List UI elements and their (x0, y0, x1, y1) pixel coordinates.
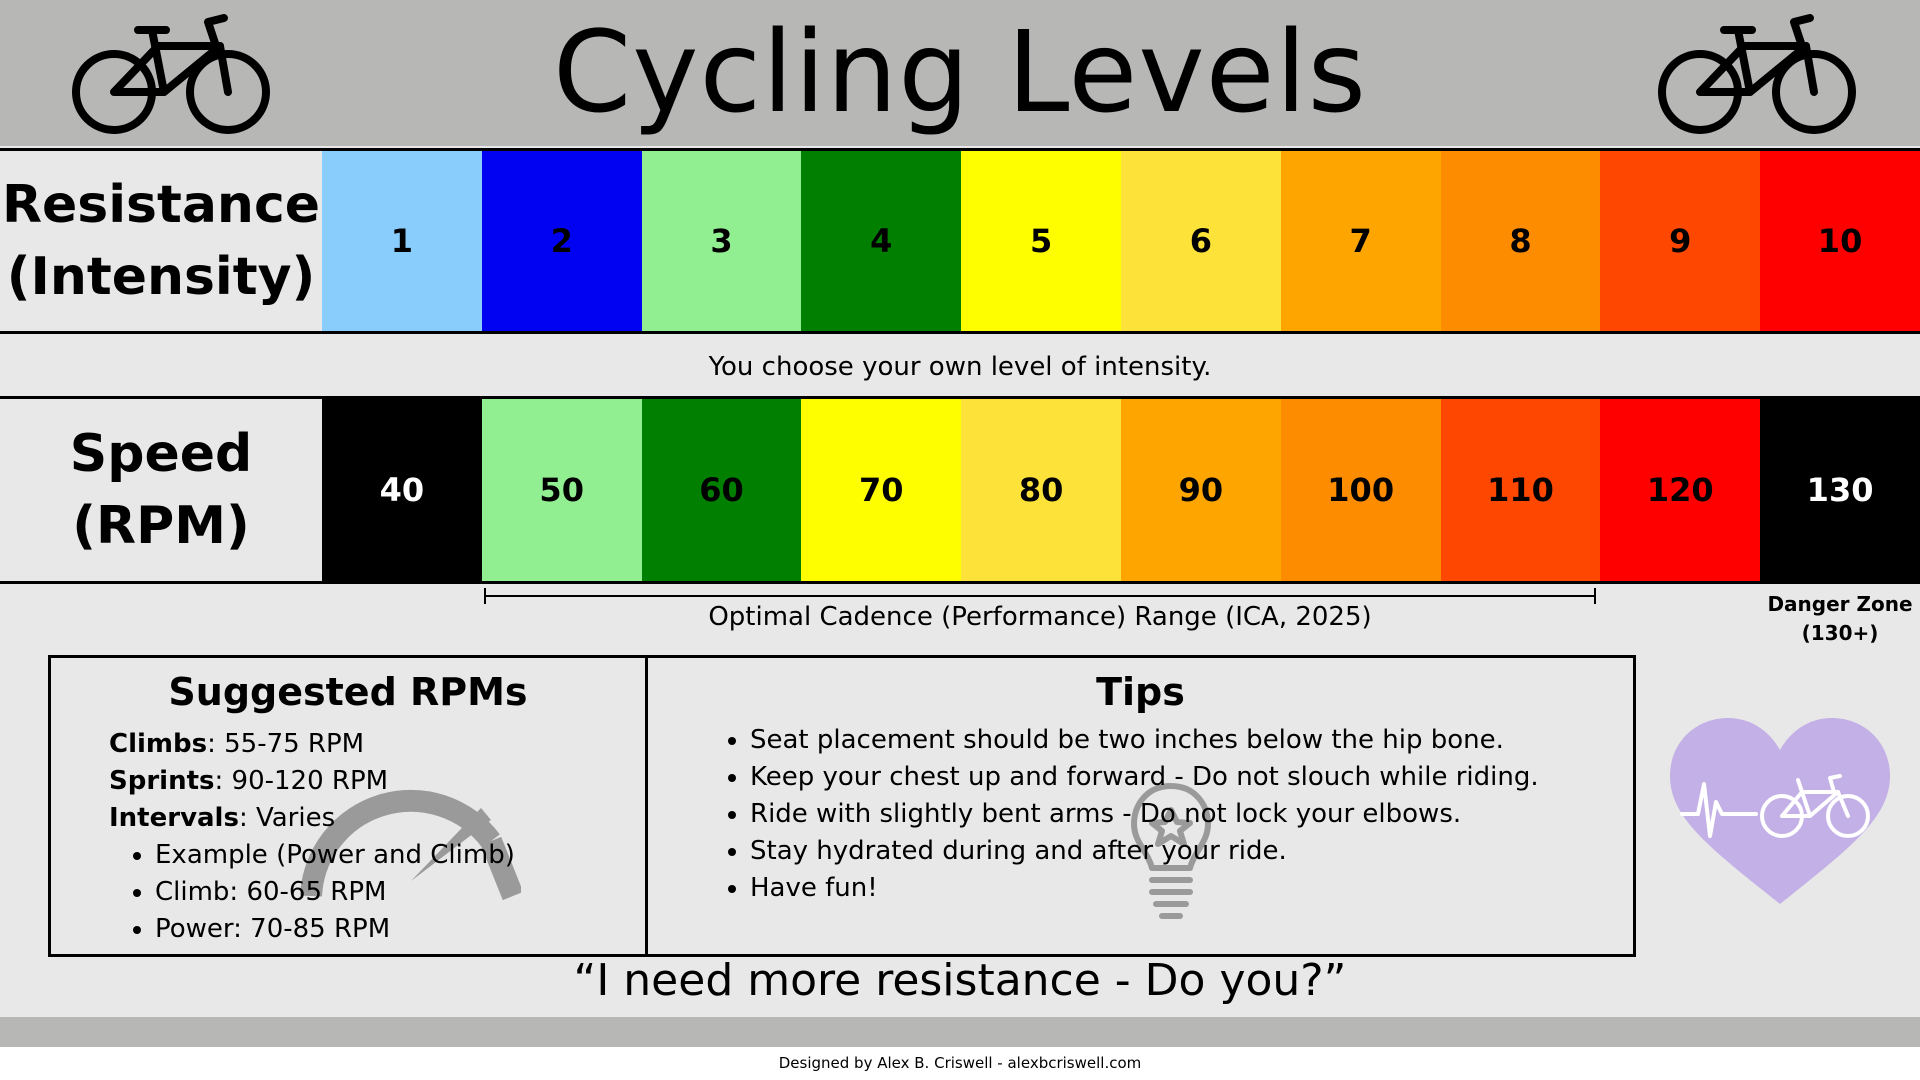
footer-bar (0, 1017, 1920, 1047)
speed-level-value: 90 (1178, 471, 1224, 509)
speed-level-value: 130 (1806, 471, 1874, 509)
sprints-value: : 90-120 RPM (214, 766, 389, 796)
resistance-level-value: 5 (1029, 222, 1053, 260)
resistance-row: Resistance (Intensity) 1 2 3 4 5 6 7 8 9 10 (0, 148, 1920, 334)
climbs-line: Climbs: 55-75 RPM (109, 726, 515, 763)
speed-row: Speed (RPM) 40 50 60 70 80 90 100 110 120 130 (0, 396, 1920, 584)
resistance-level-9: 9 (1600, 151, 1761, 331)
climbs-label: Climbs (109, 729, 208, 759)
speed-level-value: 120 (1646, 471, 1714, 509)
header-bar (0, 0, 1920, 146)
resistance-level-value: 7 (1349, 222, 1372, 260)
speed-level-value: 80 (1018, 471, 1064, 509)
intervals-value: : Varies (238, 803, 336, 833)
resistance-level-10: 10 (1760, 151, 1920, 331)
intensity-note: You choose your own level of intensity. (708, 352, 1212, 382)
resistance-label-line2: (Intensity) (6, 247, 316, 307)
lightbulb-icon (1131, 783, 1211, 919)
suggested-rpm-title: Suggested RPMs (168, 670, 528, 714)
resistance-level-value: 9 (1669, 222, 1692, 260)
resistance-label: Resistance (Intensity) (0, 151, 322, 331)
bicycle-icon (72, 14, 270, 134)
bicycle-icon (1658, 14, 1856, 134)
resistance-label-line1: Resistance (1, 175, 321, 235)
speed-level-70: 70 (801, 399, 962, 581)
resistance-level-1: 1 (322, 151, 482, 331)
suggested-rpm-list: Climbs: 55-75 RPM Sprints: 90-120 RPM In… (109, 726, 515, 948)
resistance-level-value: 6 (1189, 222, 1213, 260)
tips-list: Seat placement should be two inches belo… (750, 722, 1539, 907)
page-title: Cycling Levels (553, 8, 1367, 138)
sprints-line: Sprints: 90-120 RPM (109, 763, 515, 800)
list-item: Climb: 60-65 RPM (155, 874, 515, 911)
speed-level-90: 90 (1120, 399, 1281, 581)
list-item: Seat placement should be two inches belo… (750, 722, 1539, 759)
speed-level-60: 60 (641, 399, 802, 581)
speed-level-110: 110 (1440, 399, 1601, 581)
range-bracket-line (484, 595, 1596, 597)
resistance-level-value: 3 (710, 222, 733, 260)
tips-box: Tips Seat placement should be two inches… (648, 658, 1633, 954)
box-divider (645, 658, 648, 954)
speed-level-value: 110 (1487, 471, 1554, 509)
speedometer-icon (300, 789, 521, 901)
intervals-label: Intervals (109, 803, 239, 833)
interval-sublist: Example (Power and Climb) Climb: 60-65 R… (109, 837, 515, 948)
speed-level-value: 40 (379, 471, 425, 509)
resistance-level-value: 10 (1817, 222, 1863, 260)
resistance-level-value: 4 (870, 222, 893, 260)
resistance-level-3: 3 (641, 151, 802, 331)
resistance-level-6: 6 (1120, 151, 1281, 331)
danger-zone-line1: Danger Zone (1767, 592, 1913, 616)
speed-level-40: 40 (322, 399, 482, 581)
resistance-level-5: 5 (961, 151, 1121, 331)
suggested-rpm-box: Suggested RPMs Climbs: 55-75 RPM Sprints… (51, 658, 645, 954)
resistance-level-8: 8 (1440, 151, 1601, 331)
speed-level-100: 100 (1280, 399, 1441, 581)
speed-level-value: 60 (699, 471, 744, 509)
speed-label-line2: (RPM) (72, 496, 250, 556)
speed-level-value: 70 (859, 471, 904, 509)
info-boxes: Suggested RPMs Climbs: 55-75 RPM Sprints… (48, 655, 1636, 957)
resistance-level-7: 7 (1280, 151, 1441, 331)
danger-zone-label: Danger Zone (130+) (1750, 590, 1920, 648)
heart-bicycle-icon (1670, 718, 1890, 904)
footer-bottom (0, 1047, 1920, 1080)
speed-levels: 40 50 60 70 80 90 100 110 120 130 (322, 399, 1920, 581)
list-item: Power: 70-85 RPM (155, 911, 515, 948)
speed-label-line1: Speed (69, 424, 253, 484)
intervals-line: Intervals: Varies (109, 800, 515, 837)
speed-level-value: 100 (1327, 471, 1395, 509)
danger-zone-line2: (130+) (1801, 621, 1879, 645)
resistance-level-value: 8 (1509, 222, 1532, 260)
speed-level-120: 120 (1600, 399, 1761, 581)
resistance-level-4: 4 (801, 151, 962, 331)
quote: “I need more resistance - Do you?” (573, 955, 1347, 1006)
list-item: Keep your chest up and forward - Do not … (750, 759, 1539, 796)
tips-title: Tips (1096, 670, 1185, 714)
resistance-level-value: 2 (550, 222, 573, 260)
speed-level-value: 50 (539, 471, 584, 509)
list-item: Stay hydrated during and after your ride… (750, 833, 1539, 870)
speed-level-130: 130 (1760, 399, 1920, 581)
list-item: Have fun! (750, 870, 1539, 907)
range-bracket-right (1594, 588, 1596, 604)
sprints-label: Sprints (109, 766, 215, 796)
list-item: Ride with slightly bent arms - Do not lo… (750, 796, 1539, 833)
speed-label: Speed (RPM) (0, 399, 322, 581)
optimal-range-label: Optimal Cadence (Performance) Range (ICA… (708, 602, 1372, 632)
resistance-levels: 1 2 3 4 5 6 7 8 9 10 (322, 151, 1920, 331)
speed-level-80: 80 (961, 399, 1121, 581)
speed-level-50: 50 (481, 399, 642, 581)
list-item: Example (Power and Climb) (155, 837, 515, 874)
resistance-level-value: 1 (390, 222, 414, 260)
resistance-level-2: 2 (481, 151, 642, 331)
credit-text: Designed by Alex B. Criswell - alexbcris… (778, 1054, 1142, 1072)
climbs-value: : 55-75 RPM (207, 729, 365, 759)
